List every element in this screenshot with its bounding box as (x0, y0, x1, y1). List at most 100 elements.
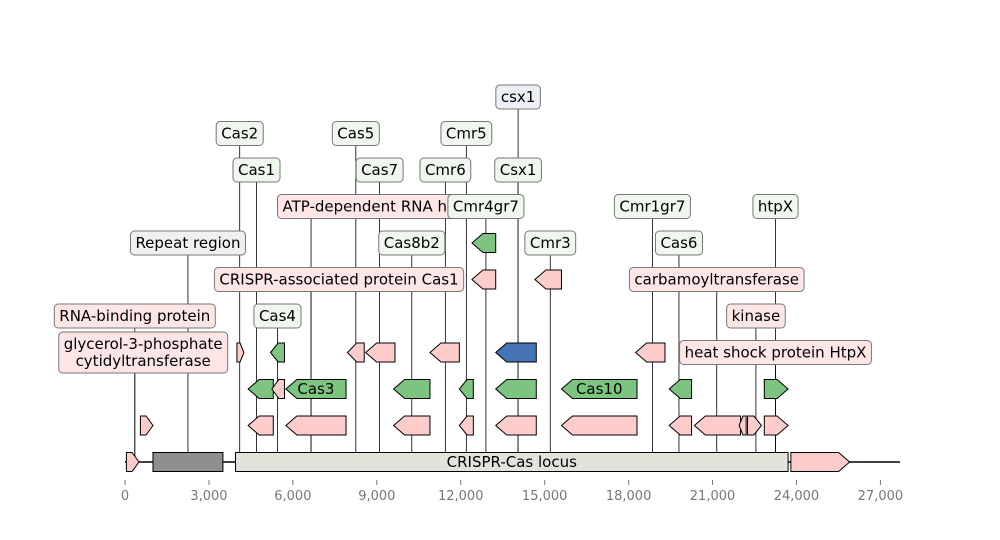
gene-label: htpX (752, 194, 799, 219)
gene-label-text: kinase (732, 307, 781, 325)
gene-arrow-label: Cas10 (576, 380, 623, 398)
position-axis: 0 3,000 6,000 9,000 12,000 15,000 18,000 21,000… (121, 480, 903, 504)
gene-arrow (693, 415, 742, 436)
axis-tick-label: 18,000 (606, 489, 652, 504)
gene-label: Cas1 (232, 157, 281, 183)
gene-label: Cas5 (331, 121, 380, 146)
gene-label-box (494, 157, 542, 183)
gene-label-box (215, 121, 264, 146)
gene-label-box (726, 303, 786, 329)
gene-arrow (560, 415, 638, 436)
gene-label-text: Cmr5 (446, 125, 487, 143)
gene-label-box (53, 303, 216, 329)
gene-arrow (747, 415, 763, 436)
gene-label: Cmr3 (524, 230, 577, 256)
gene-label: Cmr5 (440, 121, 493, 146)
gene-arrow (285, 415, 347, 436)
gene-label: glycerol-3-phosphate cytidyltransferase (58, 331, 229, 374)
gene-label-text: Cas2 (221, 125, 258, 143)
gene-arrow (247, 415, 274, 436)
gene-arrow (392, 415, 431, 436)
track-segment (235, 452, 789, 472)
gene-arrow (763, 379, 789, 399)
gene-labels: glycerol-3-phosphate cytidyltransferase RN… (53, 84, 872, 374)
axis-tick-label: 6,000 (274, 489, 311, 504)
gene-label-text: Cmr3 (530, 234, 571, 252)
gene-arrow-label: Cas3 (297, 380, 334, 398)
gene-label-text: htpX (758, 198, 793, 216)
gene-arrows: Cas3 Cas10 (139, 233, 789, 436)
gene-label: kinase (726, 303, 786, 329)
axis-tick-label: 15,000 (522, 489, 568, 504)
gene-label-box (679, 340, 872, 365)
gene-label-text: carbamoyltransferase (634, 271, 799, 289)
gene-label-text: Cas6 (660, 234, 697, 252)
locus-track: CRISPR-Cas locus (125, 452, 900, 472)
gene-arrow (560, 379, 638, 399)
gene-label-text: ATP-dependent RNA helicase (283, 198, 500, 216)
gene-label: Cas6 (654, 230, 703, 256)
gene-label-box (628, 267, 805, 292)
track-feature (790, 452, 851, 472)
gene-arrow (458, 415, 474, 436)
gene-label-text: Cmr1gr7 (619, 198, 685, 216)
gene-label-text: Repeat region (135, 234, 240, 252)
gene-label: Cmr6 (419, 157, 472, 183)
gene-label-text: heat shock protein HtpX (685, 344, 867, 362)
gene-arrow (271, 379, 285, 399)
axis-tick-label: 3,000 (190, 489, 227, 504)
gene-label-text: RNA-binding protein (59, 307, 210, 325)
gene-arrow (247, 379, 274, 399)
gene-label-box (331, 121, 380, 146)
gene-arrow (668, 415, 693, 436)
gene-label-text: csx1 (501, 88, 535, 106)
gene-label-box (232, 157, 281, 183)
gene-arrow (738, 415, 747, 436)
gene-arrow (285, 379, 347, 399)
gene-label-box (129, 230, 246, 256)
gene-label: heat shock protein HtpX (679, 340, 872, 365)
gene-arrow (392, 379, 431, 399)
gene-label-text: glycerol-3-phosphate cytidyltransferase (64, 335, 223, 370)
axis-tick-label: 12,000 (438, 489, 484, 504)
gene-label-box (355, 157, 404, 183)
gene-arrow (668, 379, 693, 399)
gene-arrow (236, 342, 245, 363)
gene-label: Repeat region (129, 230, 246, 256)
gene-arrow (346, 342, 365, 363)
gene-label: Cmr4gr7 (447, 194, 525, 219)
gene-arrow (763, 415, 789, 436)
gene-label: csx1 (495, 84, 541, 110)
gene-label-text: Cmr6 (425, 161, 466, 179)
gene-arrow (534, 269, 562, 290)
gene-label-box (440, 121, 493, 146)
gene-label-text: CRISPR-associated protein Cas1 (219, 271, 458, 289)
gene-label-box (613, 194, 691, 219)
gene-label: Csx1 (494, 157, 542, 183)
gene-arrow (471, 233, 497, 253)
gene-label-box (654, 230, 703, 256)
track-feature (125, 452, 140, 472)
gene-label-box (213, 267, 465, 292)
gene-label: Cas7 (355, 157, 404, 183)
gene-label: RNA-binding protein (53, 303, 216, 329)
gene-arrow (494, 342, 537, 363)
gene-label-text: Cmr4gr7 (453, 198, 519, 216)
gene-label-text: Cas5 (337, 125, 374, 143)
gene-arrow (429, 342, 460, 363)
track-segment-label: CRISPR-Cas locus (447, 453, 577, 471)
gene-label: Cas8b2 (378, 230, 446, 256)
gene-label-text: Cas4 (259, 307, 296, 325)
track-segment (152, 452, 224, 472)
gene-label-text: Csx1 (500, 161, 537, 179)
axis-tick-label: 21,000 (690, 489, 736, 504)
axis-tick-label: 0 (121, 489, 129, 504)
gene-label-text: Cas7 (361, 161, 398, 179)
gene-label-box (524, 230, 577, 256)
gene-arrow (494, 415, 537, 436)
gene-arrow (269, 342, 285, 363)
gene-arrow (364, 342, 396, 363)
gene-label-box (495, 84, 541, 110)
gene-label: Cmr1gr7 (613, 194, 691, 219)
